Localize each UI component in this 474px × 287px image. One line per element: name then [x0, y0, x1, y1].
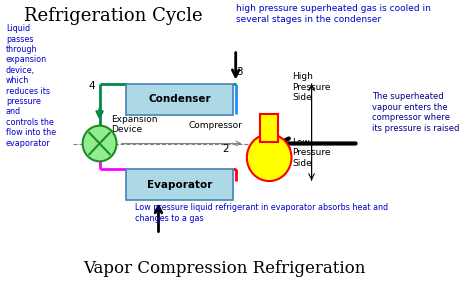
Ellipse shape [82, 126, 117, 161]
Text: Low
Pressure
Side: Low Pressure Side [292, 138, 331, 168]
Text: Compressor: Compressor [189, 121, 243, 130]
Ellipse shape [247, 134, 292, 181]
Text: 3: 3 [236, 67, 242, 77]
Text: Vapor Compression Refrigeration: Vapor Compression Refrigeration [83, 260, 366, 277]
Text: Liquid
passes
through
expansion
device,
which
reduces its
pressure
and
controls : Liquid passes through expansion device, … [6, 24, 56, 148]
Text: High
Pressure
Side: High Pressure Side [292, 72, 331, 102]
Text: Low pressure liquid refrigerant in evaporator absorbs heat and
changes to a gas: Low pressure liquid refrigerant in evapo… [135, 203, 388, 223]
Text: 4: 4 [89, 81, 95, 91]
Text: Expansion
Device: Expansion Device [111, 115, 157, 135]
Text: The superheated
vapour enters the
compressor where
its pressure is raised: The superheated vapour enters the compre… [372, 92, 459, 133]
FancyBboxPatch shape [127, 84, 234, 115]
Text: Evaporator: Evaporator [147, 180, 213, 190]
FancyBboxPatch shape [260, 114, 278, 142]
FancyBboxPatch shape [127, 169, 234, 200]
Text: 2: 2 [222, 144, 229, 154]
Text: Refrigeration Cycle: Refrigeration Cycle [24, 7, 202, 25]
Text: high pressure superheated gas is cooled in
several stages in the condenser: high pressure superheated gas is cooled … [236, 4, 430, 24]
Text: Condenser: Condenser [148, 94, 211, 104]
Text: 1: 1 [89, 144, 95, 154]
